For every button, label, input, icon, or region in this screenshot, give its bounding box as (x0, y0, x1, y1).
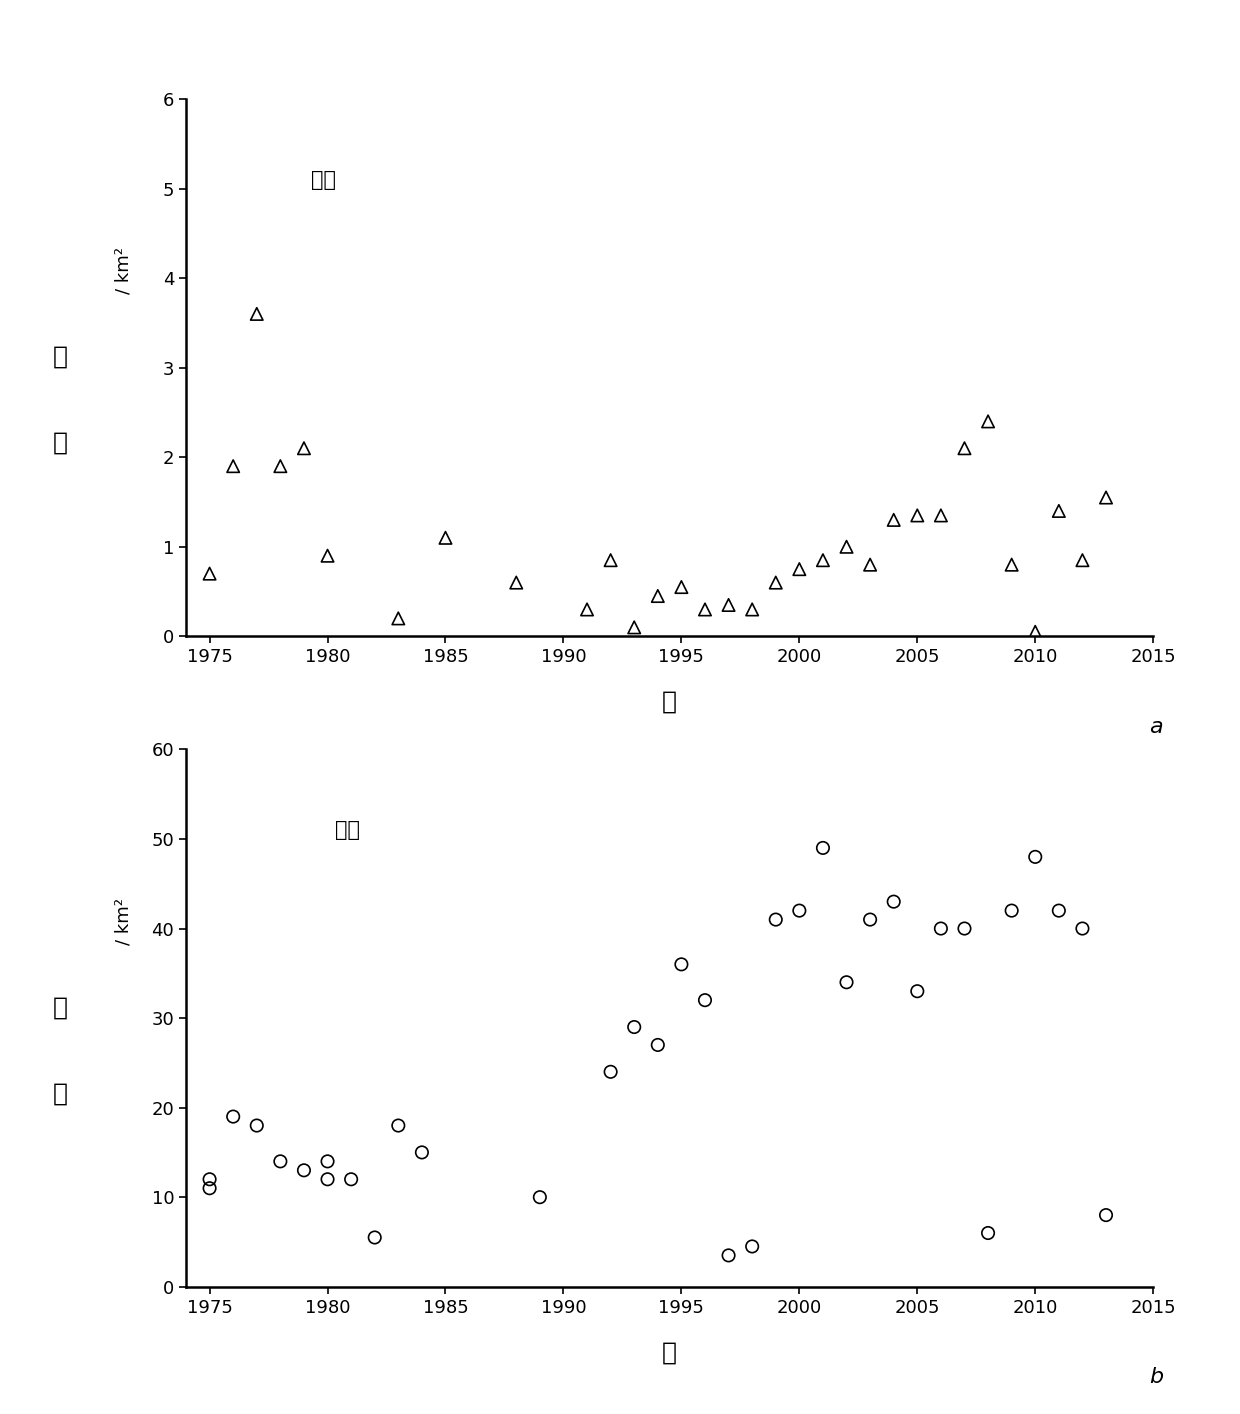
Text: / km²: / km² (114, 247, 133, 294)
Point (647, 585, 667, 608)
Point (435, 526, 455, 549)
Point (200, 1176, 219, 1199)
Point (270, 1150, 290, 1172)
Point (600, 1060, 620, 1083)
Point (624, 1015, 644, 1038)
Point (743, 598, 763, 621)
Point (529, 1186, 549, 1209)
Point (1049, 499, 1069, 522)
Point (719, 1244, 739, 1267)
Point (223, 1106, 243, 1128)
Point (412, 1141, 432, 1164)
Point (1002, 899, 1022, 922)
Point (719, 594, 739, 617)
Text: 上湖: 上湖 (311, 170, 336, 189)
Point (978, 1222, 998, 1244)
Point (200, 563, 219, 585)
Point (813, 837, 833, 860)
Point (955, 918, 975, 940)
Point (1025, 846, 1045, 868)
Point (388, 1114, 408, 1137)
Point (766, 571, 786, 594)
Point (837, 971, 857, 994)
Point (861, 908, 880, 930)
Point (672, 953, 692, 976)
Point (1073, 918, 1092, 940)
Point (600, 549, 620, 571)
Point (223, 455, 243, 478)
Point (294, 437, 314, 460)
Point (1002, 553, 1022, 575)
Point (317, 1150, 337, 1172)
Text: 下湖: 下湖 (335, 820, 360, 840)
Point (388, 607, 408, 629)
Point (884, 891, 904, 913)
Point (247, 1114, 267, 1137)
Point (1096, 1203, 1116, 1226)
Point (837, 536, 857, 559)
Point (884, 509, 904, 532)
Point (908, 505, 928, 527)
Point (317, 1168, 337, 1191)
Point (624, 617, 644, 639)
Point (1049, 899, 1069, 922)
Text: 积: 积 (53, 431, 68, 455)
Point (577, 598, 596, 621)
Point (247, 303, 267, 325)
Point (790, 557, 810, 580)
Text: / km²: / km² (114, 898, 133, 945)
Point (955, 437, 975, 460)
Point (647, 1034, 667, 1056)
Point (978, 410, 998, 433)
Point (931, 918, 951, 940)
Point (1073, 549, 1092, 571)
Point (365, 1226, 384, 1249)
Point (696, 988, 715, 1011)
Point (696, 598, 715, 621)
Point (200, 1168, 219, 1191)
Point (931, 505, 951, 527)
Text: 年: 年 (662, 690, 677, 714)
Text: a: a (1149, 717, 1163, 737)
Point (506, 571, 526, 594)
Text: b: b (1148, 1367, 1163, 1387)
Point (341, 1168, 361, 1191)
Point (813, 549, 833, 571)
Point (294, 1159, 314, 1182)
Point (270, 455, 290, 478)
Point (790, 899, 810, 922)
Text: 积: 积 (53, 1082, 68, 1106)
Point (908, 980, 928, 1003)
Text: 面: 面 (53, 345, 68, 369)
Text: 年: 年 (662, 1340, 677, 1365)
Point (1096, 486, 1116, 509)
Point (672, 575, 692, 598)
Point (861, 553, 880, 575)
Point (743, 1236, 763, 1258)
Point (317, 544, 337, 567)
Point (1025, 621, 1045, 643)
Text: 面: 面 (53, 995, 68, 1019)
Point (766, 908, 786, 930)
